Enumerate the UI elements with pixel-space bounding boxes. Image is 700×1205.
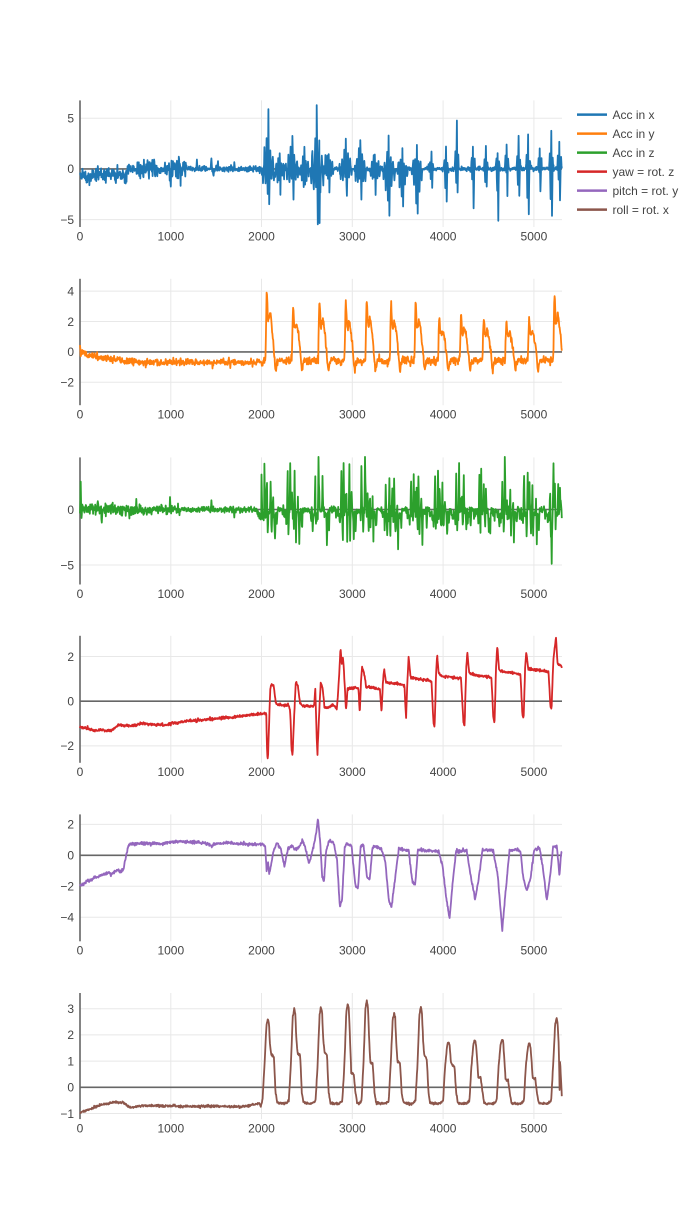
svg-text:−5: −5 [60, 213, 74, 227]
svg-text:4000: 4000 [430, 1121, 457, 1135]
svg-text:−4: −4 [60, 911, 74, 925]
svg-text:4000: 4000 [430, 229, 457, 243]
svg-text:0: 0 [77, 944, 84, 958]
svg-text:5000: 5000 [521, 765, 548, 779]
svg-text:2000: 2000 [248, 1121, 275, 1135]
svg-text:2000: 2000 [248, 229, 275, 243]
svg-text:5000: 5000 [521, 1121, 548, 1135]
svg-text:Acc in y: Acc in y [613, 127, 655, 141]
svg-text:−2: −2 [60, 376, 74, 390]
svg-text:2: 2 [67, 818, 74, 832]
svg-text:−2: −2 [60, 880, 74, 894]
svg-text:1: 1 [67, 1054, 74, 1068]
svg-text:2000: 2000 [248, 408, 275, 422]
svg-text:1000: 1000 [157, 765, 184, 779]
svg-text:4000: 4000 [430, 944, 457, 958]
svg-text:2000: 2000 [248, 944, 275, 958]
svg-text:yaw = rot. z: yaw = rot. z [613, 165, 675, 179]
svg-text:4: 4 [67, 284, 74, 298]
svg-text:1000: 1000 [157, 587, 184, 601]
svg-text:0: 0 [77, 408, 84, 422]
svg-text:0: 0 [67, 849, 74, 863]
svg-text:5000: 5000 [521, 587, 548, 601]
svg-text:5000: 5000 [521, 944, 548, 958]
svg-text:1000: 1000 [157, 944, 184, 958]
svg-text:2: 2 [67, 650, 74, 664]
svg-text:4000: 4000 [430, 765, 457, 779]
svg-text:0: 0 [67, 503, 74, 517]
svg-text:3000: 3000 [339, 1121, 366, 1135]
svg-text:3000: 3000 [339, 587, 366, 601]
svg-text:1000: 1000 [157, 408, 184, 422]
svg-text:5000: 5000 [521, 408, 548, 422]
svg-text:0: 0 [77, 765, 84, 779]
svg-text:2: 2 [67, 315, 74, 329]
svg-text:5000: 5000 [521, 229, 548, 243]
svg-text:0: 0 [77, 587, 84, 601]
svg-text:−2: −2 [60, 739, 74, 753]
svg-text:roll = rot. x: roll = rot. x [613, 203, 669, 217]
svg-text:0: 0 [67, 1081, 74, 1095]
svg-text:pitch = rot. y: pitch = rot. y [613, 184, 679, 198]
svg-text:2000: 2000 [248, 587, 275, 601]
svg-text:3: 3 [67, 1002, 74, 1016]
svg-text:3000: 3000 [339, 765, 366, 779]
svg-text:−5: −5 [60, 558, 74, 572]
svg-text:Acc in z: Acc in z [613, 146, 655, 160]
svg-text:5: 5 [67, 112, 74, 126]
svg-text:1000: 1000 [157, 229, 184, 243]
svg-text:0: 0 [77, 1121, 84, 1135]
svg-text:Acc in x: Acc in x [613, 108, 655, 122]
svg-text:3000: 3000 [339, 229, 366, 243]
svg-text:0: 0 [77, 229, 84, 243]
svg-text:0: 0 [67, 345, 74, 359]
svg-text:3000: 3000 [339, 408, 366, 422]
svg-text:4000: 4000 [430, 587, 457, 601]
svg-text:0: 0 [67, 162, 74, 176]
svg-text:4000: 4000 [430, 408, 457, 422]
svg-text:2000: 2000 [248, 765, 275, 779]
svg-text:1000: 1000 [157, 1121, 184, 1135]
svg-text:2: 2 [67, 1028, 74, 1042]
svg-text:3000: 3000 [339, 944, 366, 958]
svg-text:0: 0 [67, 695, 74, 709]
svg-text:−1: −1 [60, 1107, 74, 1121]
